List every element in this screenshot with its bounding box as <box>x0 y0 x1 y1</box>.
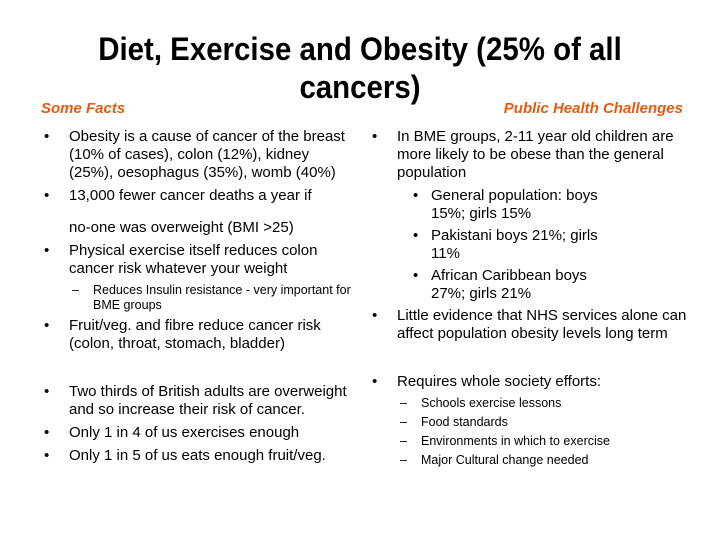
some-facts-heading: Some Facts <box>41 100 126 117</box>
fact-fewer-deaths: 13,000 fewer cancer deaths a year if no-… <box>41 187 353 237</box>
fact-insulin-resistance: Reduces Insulin resistance - very import… <box>69 283 353 313</box>
challenge-nhs-evidence: Little evidence that NHS services alone … <box>369 307 689 343</box>
stat-general-population: General population: boys 15%; girls 15% <box>410 187 616 223</box>
fact-physical-exercise: Physical exercise itself reduces colon c… <box>41 242 353 278</box>
challenge-whole-society: Requires whole society efforts: <box>369 373 689 391</box>
effort-food-standards: Food standards <box>397 415 689 430</box>
fact-fewer-deaths-line2: no-one was overweight (BMI >25) <box>69 219 294 236</box>
stat-african-caribbean: African Caribbean boys 27%; girls 21% <box>410 267 616 303</box>
fact-fruit-veg-enough: Only 1 in 5 of us eats enough fruit/veg. <box>41 447 353 465</box>
fact-two-thirds-overweight: Two thirds of British adults are overwei… <box>41 383 353 419</box>
stat-pakistani: Pakistani boys 21%; girls 11% <box>410 227 616 263</box>
effort-cultural-change: Major Cultural change needed <box>397 453 689 468</box>
fact-fewer-deaths-line1: 13,000 fewer cancer deaths a year if <box>69 187 312 204</box>
fact-exercise-enough: Only 1 in 4 of us exercises enough <box>41 424 353 442</box>
effort-environments: Environments in which to exercise <box>397 434 689 449</box>
fact-fruit-veg-fibre: Fruit/veg. and fibre reduce cancer risk … <box>41 317 353 353</box>
facts-list: Obesity is a cause of cancer of the brea… <box>41 128 353 465</box>
challenges-list: In BME groups, 2-11 year old children ar… <box>369 128 689 468</box>
challenge-bme-children: In BME groups, 2-11 year old children ar… <box>369 128 689 182</box>
fact-obesity-cancers: Obesity is a cause of cancer of the brea… <box>41 128 353 182</box>
slide-title: Diet, Exercise and Obesity (25% of all c… <box>98 31 622 105</box>
public-health-challenges-heading: Public Health Challenges <box>503 100 683 117</box>
public-health-column: In BME groups, 2-11 year old children ar… <box>369 128 689 472</box>
effort-schools-exercise: Schools exercise lessons <box>397 396 689 411</box>
some-facts-column: Obesity is a cause of cancer of the brea… <box>41 128 353 470</box>
